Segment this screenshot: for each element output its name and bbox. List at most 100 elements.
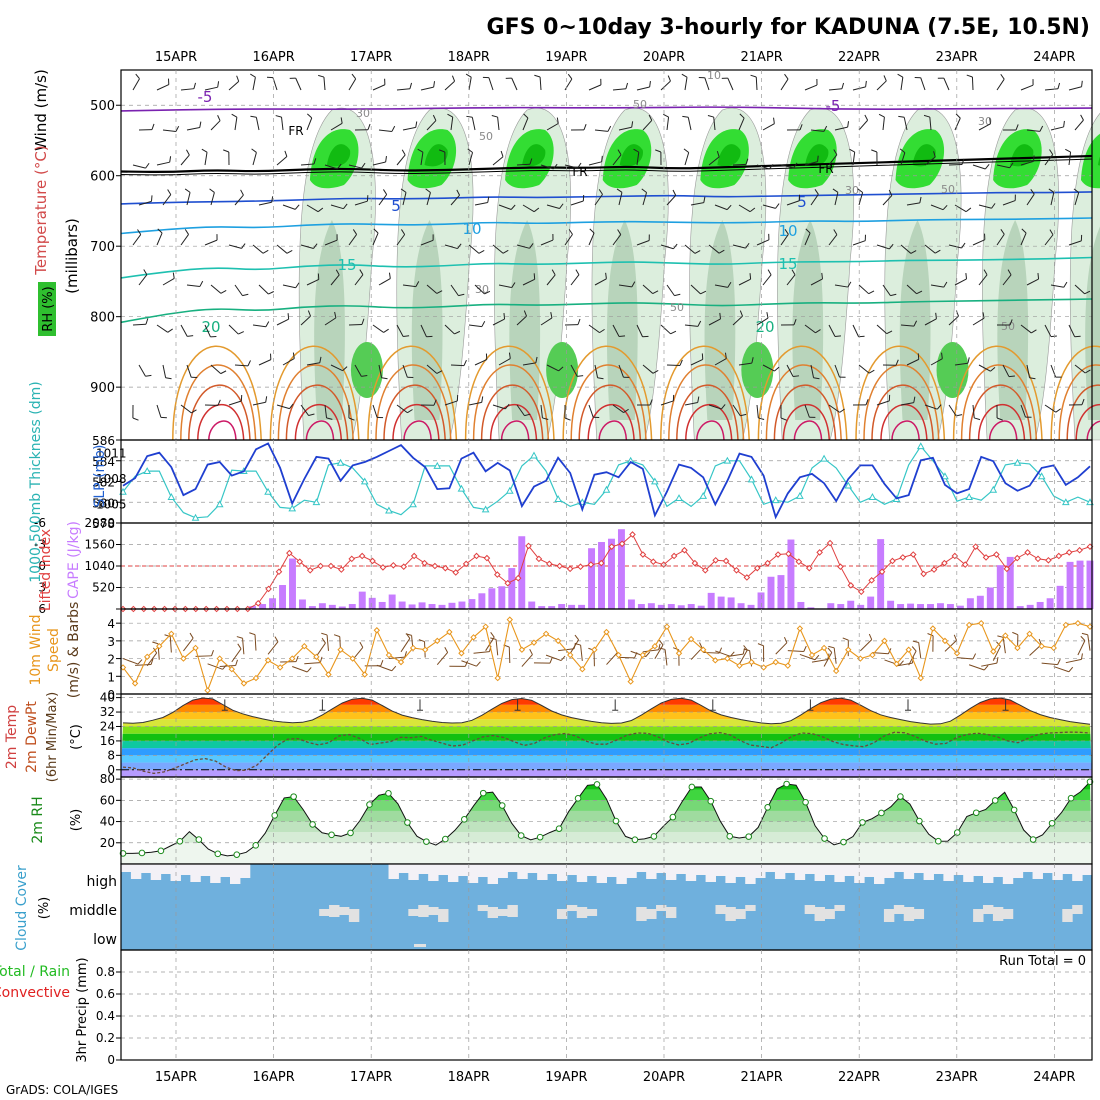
wind-barb bbox=[762, 123, 775, 131]
thickness-tick-label: 586 bbox=[92, 434, 115, 448]
wind-barb-flag bbox=[250, 73, 256, 78]
wind-barb-10m bbox=[122, 658, 139, 665]
wind-barb-flag bbox=[467, 148, 473, 153]
wind-barb-10m-flag bbox=[658, 643, 661, 650]
wind-barb bbox=[522, 278, 535, 286]
wind-barb-flag bbox=[751, 357, 754, 364]
rh-point bbox=[650, 833, 658, 840]
wind-barb-flag bbox=[400, 188, 407, 193]
wind-barb bbox=[497, 117, 500, 131]
cloud-middle-gap bbox=[1062, 909, 1073, 922]
wind-barb-flag bbox=[841, 82, 845, 89]
thickness-tick-label: 578 bbox=[92, 517, 115, 531]
wind-barb bbox=[828, 88, 842, 91]
wind-barb-flag bbox=[502, 249, 509, 254]
rh-point bbox=[953, 829, 961, 836]
cape-bar bbox=[747, 604, 755, 609]
wind-barb bbox=[546, 364, 559, 372]
wind-barb bbox=[834, 192, 839, 206]
thickness-point bbox=[651, 477, 659, 485]
wind-barb bbox=[924, 318, 937, 326]
rh-point bbox=[878, 809, 885, 817]
wind-barb-flag bbox=[817, 155, 819, 162]
lifted-index-point bbox=[649, 558, 657, 566]
wind-barb-flag bbox=[334, 311, 337, 318]
wind-barb bbox=[1074, 284, 1085, 295]
wind-barb-10m-flag bbox=[237, 643, 242, 650]
legend-rh: RH (%) bbox=[41, 286, 56, 331]
wind-barb-flag bbox=[799, 124, 803, 131]
cape-bar bbox=[298, 599, 306, 609]
wind-barb-flag bbox=[348, 417, 355, 421]
wind-barb-flag bbox=[388, 272, 391, 279]
isotherm-label: 5 bbox=[391, 197, 401, 215]
wind-barb bbox=[924, 156, 936, 166]
rh-point bbox=[176, 837, 184, 845]
wind-barb-flag bbox=[529, 158, 533, 165]
wind-barb-10m bbox=[326, 634, 329, 651]
wind-barb bbox=[378, 194, 388, 206]
cape-bar bbox=[518, 536, 526, 609]
rh-contour-label: 30 bbox=[475, 283, 489, 296]
wind-barb bbox=[876, 80, 887, 91]
cape-tick-label: 2080 bbox=[84, 516, 115, 530]
wind-barb-10m-flag bbox=[1080, 653, 1083, 660]
thickness-point bbox=[965, 493, 973, 500]
wind-barb-10m bbox=[992, 646, 1001, 661]
wind-barb-flag bbox=[262, 249, 269, 254]
rh-tick-label: 40 bbox=[100, 815, 115, 829]
cloud-middle-gap bbox=[983, 905, 994, 914]
cape-bar bbox=[647, 603, 655, 609]
wind-barb-flag bbox=[682, 115, 689, 118]
isotherm-line bbox=[120, 298, 1093, 324]
wind-barb-10m bbox=[508, 646, 511, 664]
run-total-label: Run Total = 0 bbox=[999, 954, 1086, 969]
wind-barb-10m-flag bbox=[306, 667, 312, 673]
wind-barb-flag bbox=[361, 318, 365, 325]
wind-barb bbox=[306, 117, 313, 131]
cloud-high-clear bbox=[864, 864, 875, 877]
wind-barb bbox=[522, 204, 535, 213]
wind-barb-10m-flag bbox=[490, 637, 497, 640]
wind-barb-flag bbox=[511, 282, 516, 288]
wind-barb-flag bbox=[1049, 229, 1054, 236]
wind-barb bbox=[618, 284, 632, 288]
wind-barb bbox=[948, 404, 957, 417]
precip-tick-label: 0.4 bbox=[96, 1009, 115, 1023]
cloud-middle-gap bbox=[408, 909, 419, 916]
wind-barb-flag bbox=[641, 188, 647, 193]
wind-barb bbox=[684, 324, 698, 327]
wind-barb bbox=[906, 358, 919, 366]
wind-speed-point bbox=[313, 653, 320, 661]
wind-barb-flag bbox=[697, 396, 700, 403]
wind-barb-flag bbox=[275, 115, 282, 118]
wind-barb bbox=[156, 84, 170, 91]
cloud-axis-label: Cloud Cover bbox=[14, 865, 30, 951]
cloud-level-label: low bbox=[93, 932, 117, 948]
surface-isotherm bbox=[668, 364, 745, 441]
rh-point bbox=[385, 790, 392, 797]
wind-barb bbox=[882, 284, 891, 296]
wind-barb-flag bbox=[740, 413, 747, 417]
wind-barb bbox=[780, 164, 794, 169]
lifted-index-point bbox=[473, 552, 480, 560]
wind-barb-flag bbox=[758, 417, 765, 421]
cloud-high-clear bbox=[388, 864, 399, 879]
cape-bar bbox=[1006, 556, 1014, 609]
cloud-high-clear bbox=[973, 864, 984, 876]
wind-barb bbox=[564, 164, 578, 169]
wind-barb bbox=[732, 404, 741, 417]
wind-barb-flag bbox=[457, 243, 462, 249]
wind-barb bbox=[642, 284, 654, 294]
wind-barb-flag bbox=[1015, 124, 1019, 131]
wind-speed-point bbox=[760, 664, 767, 671]
wind-barb bbox=[588, 232, 595, 246]
lifted-index-point bbox=[566, 565, 574, 573]
wind-barb bbox=[378, 278, 391, 286]
wind-barb-flag bbox=[268, 291, 275, 295]
wind-barb-flag bbox=[941, 352, 943, 359]
wind-barb-flag bbox=[481, 321, 486, 327]
wind-barb-10m-flag bbox=[645, 651, 651, 657]
rh-low-level-moisture bbox=[546, 342, 579, 398]
